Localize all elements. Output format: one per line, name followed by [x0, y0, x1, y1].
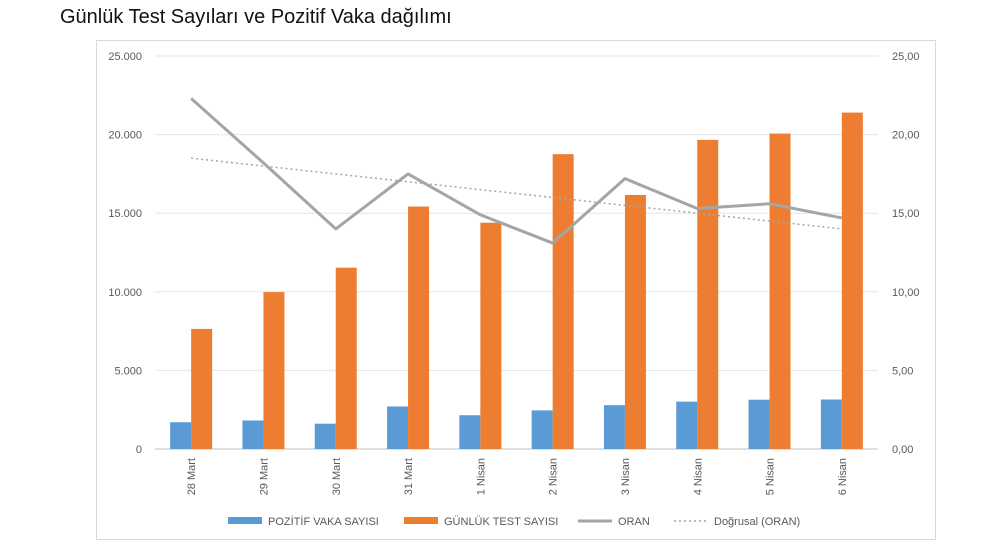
x-tick-label: 1 Nisan — [475, 458, 487, 495]
x-tick-label: 30 Mart — [331, 458, 343, 495]
chart-title: Günlük Test Sayıları ve Pozitif Vaka dağ… — [60, 6, 452, 28]
bar-pozitif-vaka — [531, 410, 553, 449]
legend-label: ORAN — [618, 516, 650, 528]
bar-pozitif-vaka — [820, 399, 842, 449]
bar-pozitif-vaka — [748, 399, 770, 449]
x-tick-label: 3 Nisan — [620, 458, 632, 495]
trendline-oran — [191, 157, 842, 230]
bar-gunluk-test — [624, 194, 646, 449]
bar-gunluk-test — [841, 112, 863, 449]
legend-swatch — [404, 517, 438, 524]
bar-pozitif-vaka — [676, 401, 698, 449]
bar-gunluk-test — [335, 267, 357, 449]
y-right-tick-label: 0,00 — [892, 444, 913, 456]
bar-gunluk-test — [480, 222, 502, 449]
x-tick-label: 4 Nisan — [692, 458, 704, 495]
y-right-tick-label: 5,00 — [892, 365, 913, 377]
bar-pozitif-vaka — [603, 405, 625, 449]
y-right-tick-label: 15,00 — [892, 208, 920, 220]
y-right-tick-label: 10,00 — [892, 287, 920, 299]
bar-gunluk-test — [697, 139, 719, 449]
line-oran — [190, 97, 843, 245]
y-left-tick-label: 20.000 — [108, 130, 142, 142]
legend-label: GÜNLÜK TEST SAYISI — [444, 516, 558, 528]
y-left-tick-label: 5.000 — [114, 365, 142, 377]
bar-pozitif-vaka — [459, 415, 481, 449]
legend-item: POZİTİF VAKA SAYISI — [228, 515, 379, 528]
legend-label: POZİTİF VAKA SAYISI — [268, 515, 379, 528]
y-left-tick-label: 0 — [136, 444, 142, 456]
x-tick-label: 28 Mart — [186, 458, 198, 495]
legend-swatch — [228, 517, 262, 524]
bar-gunluk-test — [769, 133, 791, 450]
chart-frame — [96, 40, 936, 540]
y-left-tick-label: 25.000 — [108, 51, 142, 63]
y-right-tick-label: 20,00 — [892, 130, 920, 142]
bar-pozitif-vaka — [242, 420, 264, 449]
bar-gunluk-test — [263, 292, 285, 449]
legend-item: ORAN — [578, 516, 650, 528]
y-left-tick-label: 15.000 — [108, 208, 142, 220]
bar-gunluk-test — [408, 206, 430, 449]
x-tick-label: 2 Nisan — [548, 458, 560, 495]
x-tick-label: 6 Nisan — [837, 458, 849, 495]
x-tick-label: 5 Nisan — [765, 458, 777, 495]
legend-item: Doğrusal (ORAN) — [674, 516, 800, 528]
bar-pozitif-vaka — [314, 423, 336, 449]
x-tick-label: 29 Mart — [258, 458, 270, 495]
bar-pozitif-vaka — [387, 406, 409, 449]
legend-item: GÜNLÜK TEST SAYISI — [404, 516, 558, 528]
bar-gunluk-test — [191, 328, 213, 449]
y-left-tick-label: 10.000 — [108, 287, 142, 299]
y-right-tick-label: 25,00 — [892, 51, 920, 63]
bar-pozitif-vaka — [170, 422, 192, 449]
x-tick-label: 31 Mart — [403, 458, 415, 495]
legend-label: Doğrusal (ORAN) — [714, 516, 800, 528]
